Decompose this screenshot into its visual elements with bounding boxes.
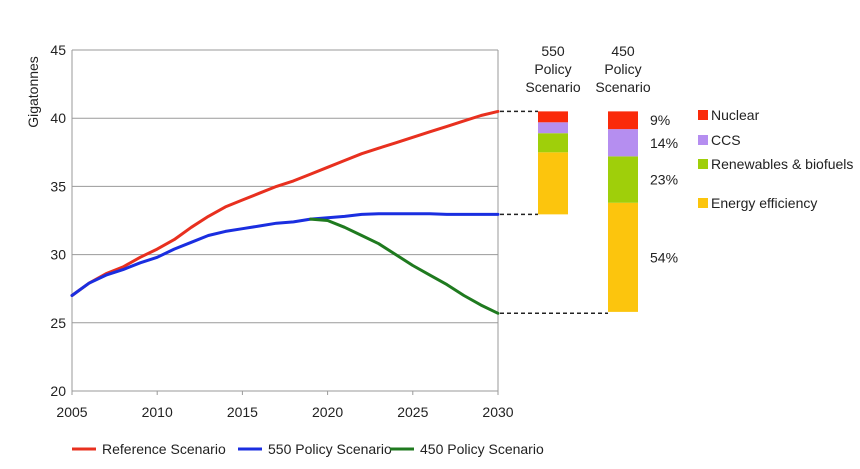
bar-segment [538,152,568,215]
y-tick-label: 30 [50,247,66,263]
legend-label: 550 Policy Scenario [268,441,392,457]
bar-segment [608,202,638,312]
gridlines [72,49,498,392]
bar-segment [538,122,568,134]
x-tick-label: 2030 [482,404,513,420]
y-tick-label: 45 [50,42,66,58]
x-tick-label: 2010 [142,404,173,420]
bar-segment [538,133,568,153]
bar-legend-swatch [698,198,708,208]
bar-title: 450 [611,43,635,59]
y-tick-label: 35 [50,178,66,194]
bar-segment-label: 54% [650,249,678,265]
y-tick-label: 20 [50,383,66,399]
stacked-bars: 550 Policy Scenario 450 Policy Scenario 54% 23%… [525,43,678,312]
x-tick-label: 2015 [227,404,258,420]
series-line-2 [309,217,500,315]
bar-segment [608,129,638,157]
bar-title: 550 [541,43,565,59]
y-axis-label: Gigatonnes [25,56,41,128]
legend-label: Reference Scenario [102,441,226,457]
bar-legend-swatch [698,135,708,145]
bar-segment [538,111,568,123]
bar-title: Policy [604,61,641,77]
x-tick-label: 2005 [56,404,87,420]
bar-segment [608,111,638,130]
bar-legend-swatch [698,159,708,169]
bar-legend-label: Renewables & biofuels [711,156,853,172]
series-lines [70,109,500,315]
bar-legend-label: CCS [711,132,741,148]
bar-legend: Nuclear CCS Renewables & biofuels Energy ef… [698,107,853,211]
bar-title: Scenario [595,79,650,95]
connector-lines [500,110,608,315]
bar-segment-label: 23% [650,172,678,188]
legend-label: 450 Policy Scenario [420,441,544,457]
bar-legend-label: Energy efficiency [711,195,817,211]
bar-title: Scenario [525,79,580,95]
x-tick-label: 2025 [397,404,428,420]
bar-segment-label: 14% [650,135,678,151]
line-legend: Reference Scenario 550 Policy Scenario 450… [72,441,544,457]
series-line-0 [70,109,500,297]
bar-segment-label: 9% [650,112,670,128]
bar-legend-label: Nuclear [711,107,760,123]
y-tick-label: 40 [50,110,66,126]
bar-legend-swatch [698,110,708,120]
bar-segment [608,156,638,203]
series-line-1 [70,212,500,297]
bar-title: Policy [534,61,571,77]
x-tick-label: 2020 [312,404,343,420]
y-tick-label: 25 [50,315,66,331]
